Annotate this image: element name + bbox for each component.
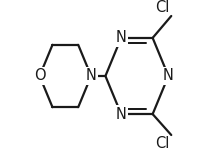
Text: N: N xyxy=(86,68,97,83)
Text: Cl: Cl xyxy=(155,136,170,151)
Text: N: N xyxy=(163,68,174,83)
Text: O: O xyxy=(34,68,45,83)
Text: N: N xyxy=(116,107,127,122)
Text: Cl: Cl xyxy=(155,0,170,15)
Text: N: N xyxy=(116,30,127,45)
